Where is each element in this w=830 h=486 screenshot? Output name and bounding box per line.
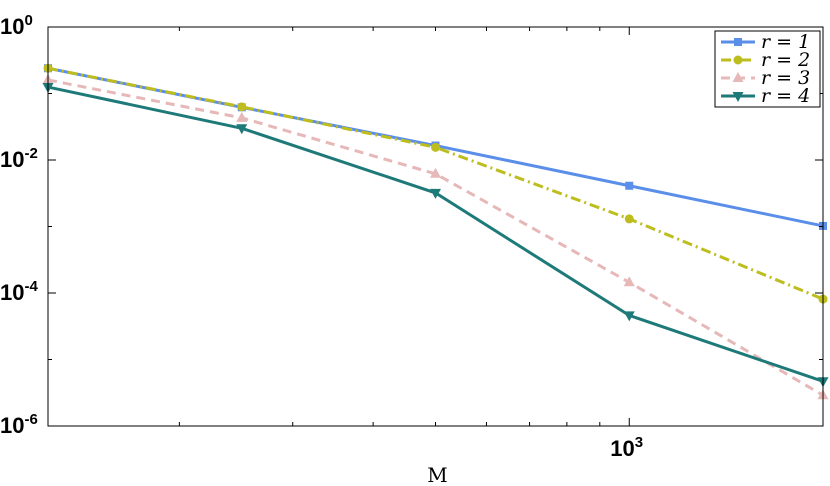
data-point <box>624 214 634 224</box>
legend-marker <box>734 38 742 46</box>
y-tick-base: 10 <box>0 280 24 305</box>
y-tick-exponent: -4 <box>24 278 38 295</box>
y-tick-exponent: -2 <box>24 145 37 162</box>
legend-label: r = 1 <box>761 31 810 53</box>
series-line <box>47 66 824 301</box>
data-point <box>430 167 441 178</box>
series-line <box>47 78 824 397</box>
series-r4 <box>42 83 829 388</box>
series-r2 <box>43 63 828 304</box>
data-point <box>236 124 248 135</box>
x-tick-base: 10 <box>610 436 634 461</box>
legend-marker <box>732 72 744 82</box>
plot-frame <box>47 26 824 427</box>
series-line <box>47 85 824 383</box>
data-point <box>623 311 635 322</box>
data-point <box>236 111 248 122</box>
y-tick-label: 100 <box>0 12 33 39</box>
legend-entry: r = 3 <box>721 67 810 89</box>
legend-box <box>714 30 821 108</box>
y-tick-base: 10 <box>0 14 24 39</box>
x-axis-label: M <box>427 463 447 486</box>
legend-marker <box>733 55 743 65</box>
legend-label: r = 4 <box>761 85 810 107</box>
y-tick-label: 10-2 <box>0 145 38 172</box>
y-tick-label: 10-6 <box>0 411 38 438</box>
y-tick-label: 10-4 <box>0 278 38 305</box>
legend-label: r = 2 <box>761 49 810 71</box>
data-point <box>237 102 247 112</box>
legend-marker <box>732 92 744 102</box>
legend-entry: r = 1 <box>721 31 810 53</box>
series-layer <box>42 63 829 400</box>
y-tick-base: 10 <box>0 413 24 438</box>
data-point <box>623 276 635 287</box>
series-r3 <box>42 73 829 400</box>
x-tick-label: 103 <box>610 434 643 461</box>
legend: r = 1r = 2r = 3r = 4 <box>714 30 821 108</box>
y-tick-exponent: -6 <box>24 411 37 428</box>
x-tick-exponent: 3 <box>635 434 643 451</box>
data-point <box>431 142 440 152</box>
y-tick-base: 10 <box>0 147 24 172</box>
data-point <box>430 188 441 199</box>
data-point <box>625 181 634 190</box>
y-tick-exponent: 0 <box>24 12 32 29</box>
legend-label: r = 3 <box>761 67 810 89</box>
legend-entry: r = 4 <box>721 85 810 107</box>
legend-entry: r = 2 <box>721 49 810 71</box>
